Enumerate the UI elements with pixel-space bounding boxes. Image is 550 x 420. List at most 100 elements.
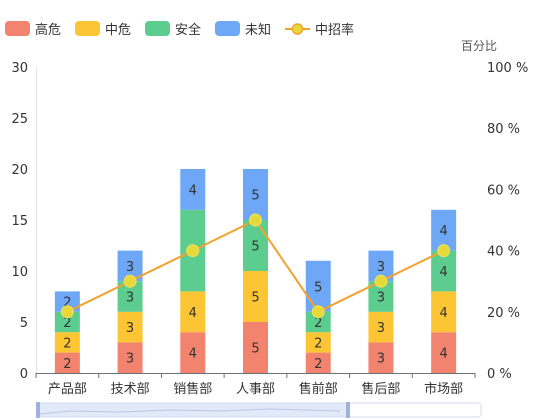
bar-value-label: 3 — [126, 352, 134, 367]
bar-value-label: 4 — [189, 306, 197, 321]
left-tick-label: 15 — [11, 214, 28, 229]
bar-segment[interactable] — [180, 291, 206, 333]
category-label: 技术部 — [111, 382, 150, 397]
left-tick-label: 10 — [11, 265, 28, 280]
bar-value-label: 2 — [63, 316, 71, 331]
bar-segment[interactable] — [54, 291, 80, 312]
bar-value-label: 2 — [314, 357, 322, 372]
legend-swatch — [145, 21, 170, 36]
bar-value-label: 2 — [314, 336, 322, 351]
bar-value-label: 3 — [377, 260, 385, 275]
bar-segment[interactable] — [180, 169, 206, 210]
legend-point-marker — [291, 23, 304, 35]
legend-item-0[interactable]: 高危 — [5, 21, 61, 38]
bar-segment[interactable] — [431, 291, 457, 333]
left-tick-label: 20 — [11, 163, 28, 178]
bar-segment[interactable] — [305, 311, 331, 333]
legend-swatch — [215, 21, 240, 36]
right-tick-label: 20 % — [487, 306, 520, 321]
bar-segment[interactable] — [117, 311, 143, 343]
category-label: 销售部 — [173, 381, 212, 397]
category-label: 市场部 — [424, 381, 463, 397]
left-y-axis: 0 5 10 15 20 25 30 — [11, 61, 28, 382]
bar-value-label: 5 — [314, 280, 322, 295]
rate-point[interactable] — [437, 244, 451, 258]
bar-value-label: 5 — [251, 342, 259, 357]
zoom-handle-left[interactable] — [36, 402, 40, 418]
bar-value-label: 4 — [440, 306, 448, 321]
bar-value-label: 5 — [251, 240, 259, 255]
legend-swatch — [5, 21, 30, 36]
bar-value-label: 3 — [126, 291, 134, 306]
zoom-preview-line — [39, 408, 341, 415]
bar-value-label: 4 — [440, 265, 448, 280]
bar-value-label: 5 — [251, 189, 259, 204]
bar-segment[interactable] — [243, 169, 268, 220]
bars: 2 2 2 2 3 3 3 3 4 4 4 5 5 5 5 2 2 2 5 3 3 3 3 4 4 4 4 — [54, 169, 457, 373]
left-tick-label: 25 — [11, 112, 28, 127]
rate-point[interactable] — [123, 274, 137, 288]
rate-point[interactable] — [60, 305, 74, 319]
bar-segment[interactable] — [305, 332, 331, 353]
bar-segment[interactable] — [431, 332, 457, 373]
bar-value-label: 4 — [440, 224, 448, 239]
rate-point[interactable] — [311, 305, 325, 319]
bar-segment[interactable] — [54, 311, 80, 333]
legend-label: 高危 — [35, 22, 61, 38]
right-axis-unit-label: 百分比 — [461, 39, 497, 53]
category-label: 人事部 — [236, 382, 275, 397]
left-tick-label: 0 — [20, 367, 28, 382]
category-label: 售后部 — [361, 381, 400, 397]
bar-segment[interactable] — [431, 250, 457, 292]
right-tick-label: 0 % — [487, 367, 512, 382]
legend-item-3[interactable]: 未知 — [215, 21, 271, 38]
rate-point[interactable] — [374, 274, 388, 288]
bar-value-label: 3 — [126, 321, 134, 336]
bar-value-label: 2 — [314, 316, 322, 331]
bar-value-label: 4 — [440, 347, 448, 362]
bar-value-label: 4 — [189, 347, 197, 362]
bar-segment[interactable] — [368, 342, 394, 373]
bar-segment[interactable] — [117, 342, 143, 373]
bar-value-label: 3 — [377, 321, 385, 336]
legend-item-1[interactable]: 中危 — [75, 21, 131, 38]
legend-label: 未知 — [245, 22, 271, 38]
right-tick-label: 80 % — [487, 122, 520, 137]
bar-segment[interactable] — [243, 322, 268, 373]
left-tick-label: 5 — [20, 316, 28, 331]
right-tick-label: 40 % — [487, 245, 520, 260]
legend-item-4[interactable]: 中招率 — [285, 22, 354, 38]
right-tick-label: 60 % — [487, 183, 520, 198]
bar-segment[interactable] — [180, 332, 206, 373]
rate-point[interactable] — [186, 244, 200, 258]
left-tick-label: 30 — [11, 61, 28, 76]
bar-value-label: 3 — [377, 352, 385, 367]
bar-value-label: 4 — [189, 183, 197, 198]
legend-label: 中危 — [105, 23, 131, 38]
bar-segment[interactable] — [368, 311, 394, 343]
legend-item-2[interactable]: 安全 — [145, 21, 201, 38]
bar-value-label: 5 — [251, 291, 259, 306]
rate-point[interactable] — [249, 213, 262, 227]
legend-label: 安全 — [175, 22, 201, 38]
right-y-axis: 0 % 20 % 40 % 60 % 80 % 100 % — [487, 61, 528, 382]
rate-line — [60, 213, 451, 319]
bar-value-label: 2 — [63, 296, 71, 311]
bar-segment[interactable] — [431, 209, 457, 251]
data-zoom-slider[interactable] — [36, 402, 482, 418]
bar-segment[interactable] — [305, 260, 331, 312]
bar-segment[interactable] — [243, 271, 268, 322]
bar-segment[interactable] — [54, 332, 80, 353]
bar-segment[interactable] — [305, 352, 331, 373]
legend[interactable]: 高危 中危 安全 未知 中招率 — [5, 21, 354, 38]
zoom-handle-right[interactable] — [346, 402, 350, 418]
legend-label: 中招率 — [315, 22, 354, 38]
x-axis: 产品部 技术部 销售部 人事部 售前部 售后部 市场部 — [35, 67, 476, 397]
bar-value-label: 3 — [126, 260, 134, 275]
category-label: 产品部 — [48, 382, 87, 397]
bar-segment[interactable] — [243, 220, 268, 271]
bar-segment[interactable] — [54, 352, 80, 373]
right-tick-label: 100 % — [487, 61, 528, 76]
bar-value-label: 2 — [63, 336, 71, 351]
